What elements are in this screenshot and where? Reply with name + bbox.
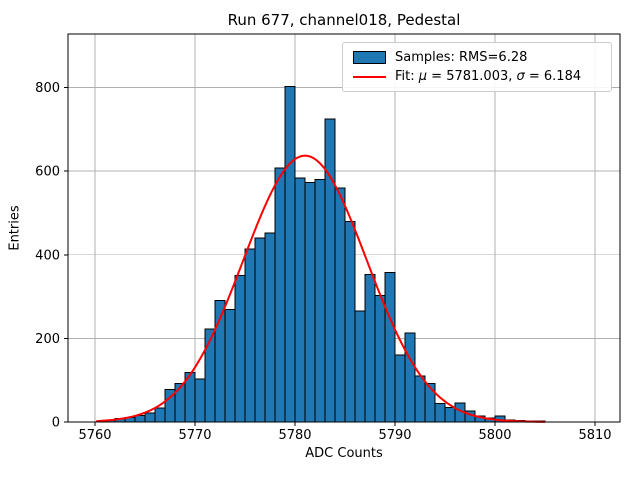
histogram-bar — [254, 237, 266, 423]
histogram-bar — [174, 383, 186, 423]
histogram-bar — [204, 328, 216, 423]
legend-mu-value: = 5781.003, — [427, 69, 517, 84]
legend-mu-symbol: μ — [418, 69, 428, 84]
histogram-bar — [344, 220, 356, 423]
histogram-bar — [244, 248, 256, 423]
x-tick-label: 5770 — [178, 428, 211, 443]
histogram-bar — [234, 275, 246, 423]
histogram-bar — [334, 187, 346, 423]
y-axis-label: Entries — [7, 205, 23, 251]
histogram-bar — [304, 181, 316, 423]
histogram-bar — [154, 407, 166, 423]
histogram-bar — [224, 309, 236, 423]
histogram-bar — [324, 118, 336, 423]
legend-samples-label: Samples: RMS=6.28 — [395, 50, 528, 65]
histogram-bar — [414, 375, 426, 423]
histogram-bar — [144, 412, 156, 423]
chart-title: Run 677, channel018, Pedestal — [227, 11, 461, 29]
histogram-swatch-icon — [353, 51, 386, 64]
histogram-bar — [364, 273, 376, 423]
x-tick-label: 5810 — [578, 428, 611, 443]
y-tick-label: 0 — [52, 416, 60, 431]
y-tick-label: 200 — [35, 332, 60, 347]
histogram-bar — [424, 383, 436, 423]
histogram-bar — [314, 179, 326, 423]
histogram-bar — [374, 294, 386, 423]
legend-sigma-symbol: σ — [516, 69, 525, 84]
legend-fit-label: Fit: μ = 5781.003, σ = 6.184 — [395, 69, 581, 84]
histogram-bar — [354, 310, 366, 423]
histogram-bar — [394, 354, 406, 423]
legend-box: Samples: RMS=6.28 Fit: μ = 5781.003, σ =… — [342, 42, 612, 92]
fit-line-swatch-icon — [353, 75, 386, 78]
legend-sigma-value: = 6.184 — [524, 69, 582, 84]
x-axis-label: ADC Counts — [305, 446, 383, 461]
histogram-bar — [434, 403, 446, 423]
y-tick-label: 800 — [35, 81, 60, 96]
histogram-bar — [264, 232, 276, 423]
histogram-bar — [404, 332, 416, 423]
histogram-bar — [444, 406, 456, 423]
histogram-bar — [194, 378, 206, 423]
histogram-bar — [284, 86, 296, 423]
x-tick-label: 5790 — [378, 428, 411, 443]
y-tick-label: 400 — [35, 248, 60, 263]
x-tick-label: 5800 — [478, 428, 511, 443]
legend-fit-prefix: Fit: — [395, 69, 419, 84]
fit-curve — [96, 154, 546, 423]
histogram-bar — [294, 177, 306, 423]
x-tick-label: 5780 — [278, 428, 311, 443]
x-tick-label: 5760 — [78, 428, 111, 443]
histogram-bar — [384, 272, 396, 423]
histogram-bar — [274, 167, 286, 423]
legend-item-fit: Fit: μ = 5781.003, σ = 6.184 — [353, 68, 603, 85]
axes-spines — [67, 33, 621, 423]
legend-item-samples: Samples: RMS=6.28 — [353, 49, 603, 66]
y-tick-label: 600 — [35, 165, 60, 180]
